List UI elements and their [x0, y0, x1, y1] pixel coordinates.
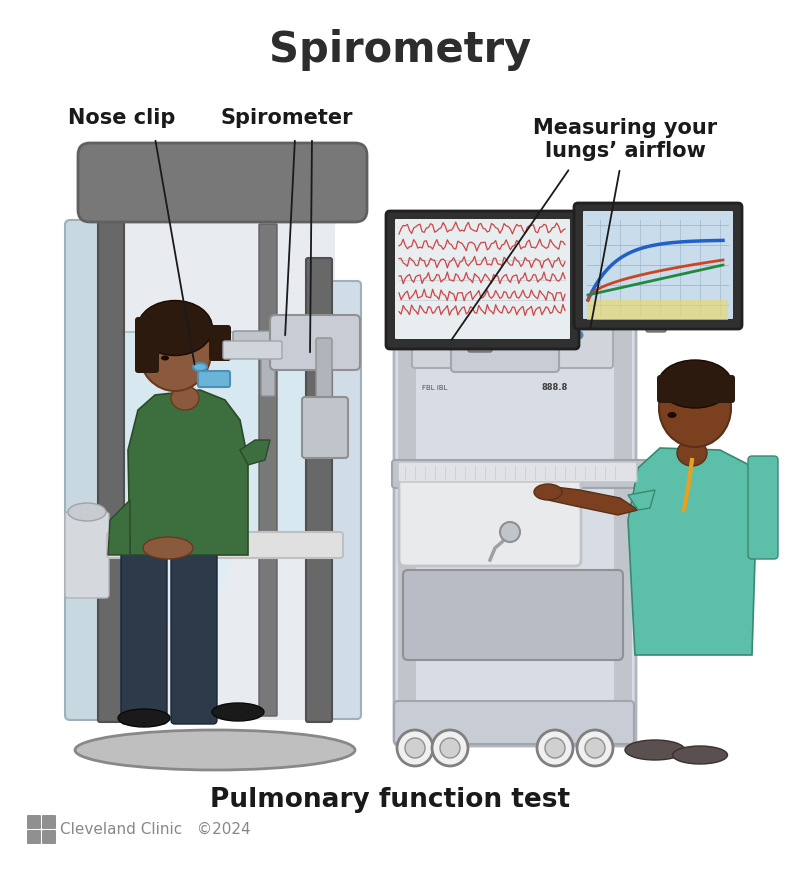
Polygon shape — [628, 490, 655, 510]
Ellipse shape — [658, 360, 732, 408]
Ellipse shape — [143, 537, 193, 559]
Ellipse shape — [625, 740, 685, 760]
Text: Pulmonary function test: Pulmonary function test — [210, 787, 570, 813]
FancyBboxPatch shape — [311, 281, 361, 719]
Text: FBL IBL: FBL IBL — [422, 385, 448, 391]
Circle shape — [397, 730, 433, 766]
FancyBboxPatch shape — [261, 334, 275, 396]
FancyBboxPatch shape — [198, 371, 230, 387]
FancyBboxPatch shape — [614, 298, 632, 742]
Circle shape — [500, 522, 520, 542]
FancyBboxPatch shape — [574, 203, 742, 329]
Ellipse shape — [68, 503, 106, 521]
FancyBboxPatch shape — [395, 219, 570, 339]
FancyBboxPatch shape — [259, 224, 277, 716]
Circle shape — [563, 331, 571, 339]
FancyBboxPatch shape — [403, 570, 623, 660]
FancyBboxPatch shape — [497, 312, 613, 368]
Text: Nose clip: Nose clip — [68, 108, 175, 128]
FancyBboxPatch shape — [386, 211, 579, 349]
Ellipse shape — [171, 386, 199, 410]
FancyBboxPatch shape — [65, 512, 109, 598]
FancyBboxPatch shape — [587, 300, 728, 320]
Circle shape — [545, 738, 565, 758]
FancyBboxPatch shape — [316, 338, 332, 397]
FancyBboxPatch shape — [636, 546, 676, 654]
FancyBboxPatch shape — [398, 298, 416, 742]
Ellipse shape — [212, 703, 264, 721]
Ellipse shape — [161, 355, 169, 361]
Circle shape — [537, 730, 573, 766]
FancyBboxPatch shape — [646, 314, 666, 332]
FancyBboxPatch shape — [27, 830, 41, 844]
FancyBboxPatch shape — [392, 460, 648, 488]
Circle shape — [432, 730, 468, 766]
Circle shape — [551, 331, 559, 339]
Circle shape — [575, 331, 583, 339]
Ellipse shape — [667, 412, 677, 418]
Polygon shape — [628, 448, 762, 655]
Text: Spirometry: Spirometry — [269, 29, 531, 71]
FancyBboxPatch shape — [209, 325, 231, 361]
FancyBboxPatch shape — [233, 331, 292, 347]
FancyBboxPatch shape — [674, 546, 714, 652]
FancyBboxPatch shape — [121, 551, 167, 724]
FancyBboxPatch shape — [748, 456, 778, 559]
Ellipse shape — [118, 709, 170, 727]
Polygon shape — [548, 487, 638, 515]
FancyBboxPatch shape — [394, 701, 634, 744]
Ellipse shape — [659, 369, 731, 447]
Ellipse shape — [673, 746, 727, 764]
Ellipse shape — [120, 375, 240, 625]
Text: Measuring your
lungs’ airflow: Measuring your lungs’ airflow — [533, 118, 717, 162]
Circle shape — [585, 738, 605, 758]
Ellipse shape — [138, 301, 213, 355]
Text: Cleveland Clinic   ©2024: Cleveland Clinic ©2024 — [60, 822, 250, 837]
FancyBboxPatch shape — [78, 143, 367, 222]
FancyBboxPatch shape — [583, 211, 733, 319]
Circle shape — [440, 738, 460, 758]
FancyBboxPatch shape — [171, 551, 217, 724]
FancyBboxPatch shape — [270, 315, 360, 370]
FancyBboxPatch shape — [98, 198, 124, 722]
FancyBboxPatch shape — [42, 830, 56, 844]
Ellipse shape — [534, 484, 562, 500]
Ellipse shape — [193, 363, 207, 371]
Text: Spirometer: Spirometer — [221, 108, 354, 128]
FancyBboxPatch shape — [306, 258, 332, 722]
FancyBboxPatch shape — [394, 294, 636, 746]
Ellipse shape — [75, 730, 355, 770]
Text: 888.8: 888.8 — [542, 383, 568, 393]
FancyBboxPatch shape — [107, 532, 343, 558]
FancyBboxPatch shape — [302, 397, 348, 458]
Circle shape — [577, 730, 613, 766]
FancyBboxPatch shape — [412, 312, 498, 368]
FancyBboxPatch shape — [135, 317, 159, 373]
FancyBboxPatch shape — [223, 341, 282, 359]
Polygon shape — [240, 440, 270, 465]
FancyBboxPatch shape — [122, 332, 313, 548]
FancyBboxPatch shape — [42, 815, 56, 829]
FancyBboxPatch shape — [399, 474, 581, 566]
FancyBboxPatch shape — [657, 375, 735, 403]
FancyBboxPatch shape — [398, 462, 637, 482]
FancyBboxPatch shape — [421, 317, 475, 341]
FancyBboxPatch shape — [451, 334, 559, 372]
Text: 888.8: 888.8 — [435, 323, 461, 333]
Polygon shape — [128, 390, 248, 555]
FancyBboxPatch shape — [468, 330, 492, 352]
FancyBboxPatch shape — [27, 815, 41, 829]
Ellipse shape — [677, 440, 707, 466]
Polygon shape — [108, 500, 130, 555]
Ellipse shape — [139, 313, 211, 391]
Circle shape — [405, 738, 425, 758]
FancyBboxPatch shape — [105, 180, 335, 720]
FancyBboxPatch shape — [65, 220, 123, 720]
